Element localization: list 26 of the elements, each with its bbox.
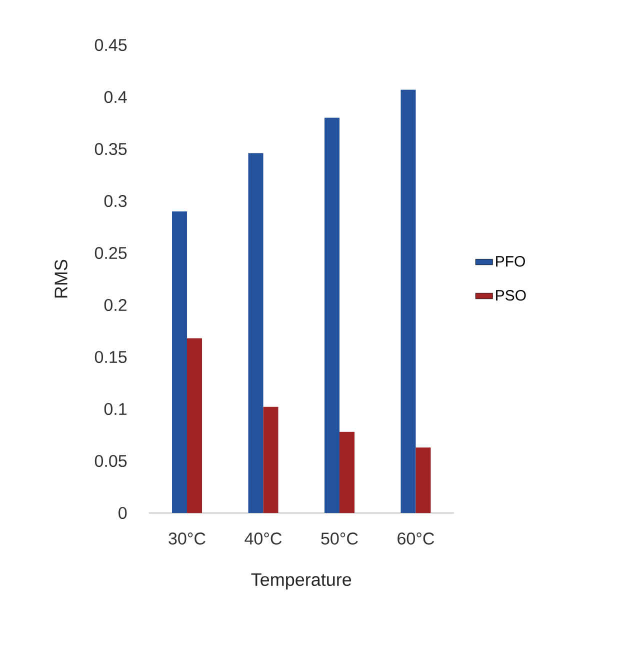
y-tick-label: 0.05 — [94, 454, 127, 468]
y-tick-label: 0.15 — [94, 350, 127, 364]
x-axis-title: Temperature — [251, 573, 352, 590]
bar — [400, 90, 416, 513]
x-tick-label: 60°C — [398, 532, 434, 545]
y-tick-label: 0.35 — [94, 142, 127, 156]
y-axis-title: RMS — [54, 260, 68, 298]
y-tick-label: 0.2 — [104, 298, 126, 312]
y-tick-label: 0.45 — [94, 38, 127, 52]
bar — [186, 338, 202, 513]
legend-label: PFO — [496, 256, 525, 267]
bar — [339, 432, 354, 513]
x-tick-label: 40°C — [244, 532, 282, 545]
y-tick-label: 0.1 — [104, 402, 127, 416]
y-tick-label: 0 — [118, 506, 127, 520]
legend-label: PSO — [496, 290, 526, 301]
bar — [248, 153, 264, 513]
y-tick-label: 0.25 — [94, 246, 127, 260]
bar — [263, 406, 278, 513]
bar — [416, 447, 431, 513]
x-tick-label: 30°C — [168, 532, 206, 545]
y-tick-label: 0.4 — [104, 90, 127, 104]
bar — [324, 118, 340, 513]
bar — [172, 211, 187, 513]
y-tick-label: 0.3 — [104, 194, 127, 208]
x-tick-label: 50°C — [321, 532, 358, 545]
